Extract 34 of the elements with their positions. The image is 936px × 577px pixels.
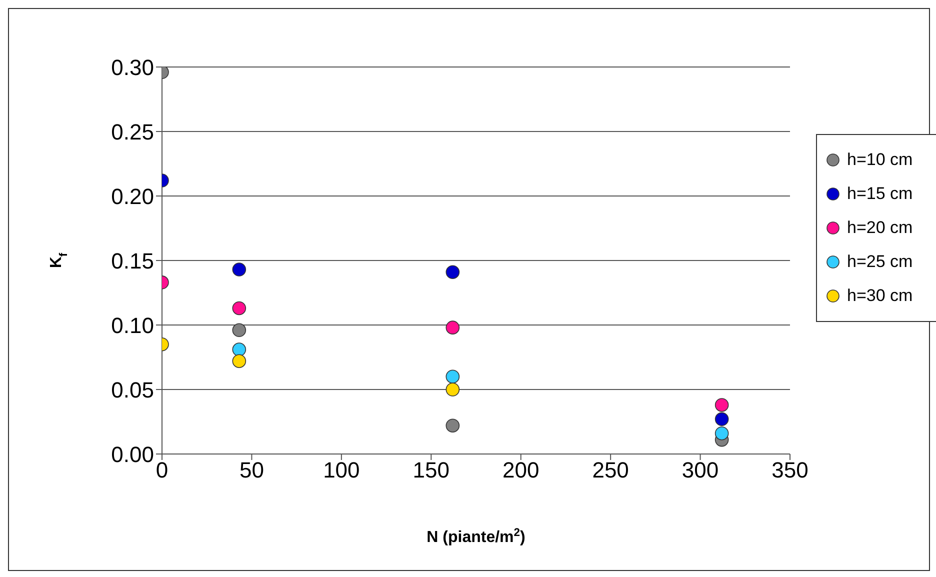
point [232,301,246,316]
point [446,382,460,396]
legend-label: h=30 cm [847,286,913,306]
x-tick-label: 150 [412,458,450,483]
y-tick-label: 0.25 [111,119,154,144]
y-tick-label: 0.10 [111,312,154,338]
x-tick-label: 350 [772,458,808,483]
point [232,342,246,356]
legend-label: h=25 cm [847,252,913,272]
x-tick-label: 250 [592,458,629,483]
x-tick-label: 50 [239,458,264,483]
x-tick-label: 300 [682,458,719,483]
x-tick-label: 100 [323,458,360,483]
y-tick-label: 0.15 [111,248,154,274]
point [232,354,246,368]
legend-label: h=20 cm [847,218,913,238]
point [446,370,460,384]
y-tick-label: 0.20 [111,184,154,209]
x-tick-label: 200 [502,458,540,483]
y-tick-label: 0.00 [111,442,154,467]
point [446,320,460,334]
point [714,426,729,440]
legend-label: h=10 cm [847,150,913,170]
point [446,265,460,280]
point [232,323,246,338]
point [446,418,460,433]
y-tick-label: 0.05 [111,377,154,402]
legend-label: h=15 cm [847,184,913,204]
x-axis-title: N (piante/m$^{2}$) [426,527,526,546]
point [714,412,729,426]
point [232,262,246,276]
x-tick-label: 0 [156,458,168,483]
point [714,398,729,412]
y-tick-label: 0.30 [111,54,154,80]
